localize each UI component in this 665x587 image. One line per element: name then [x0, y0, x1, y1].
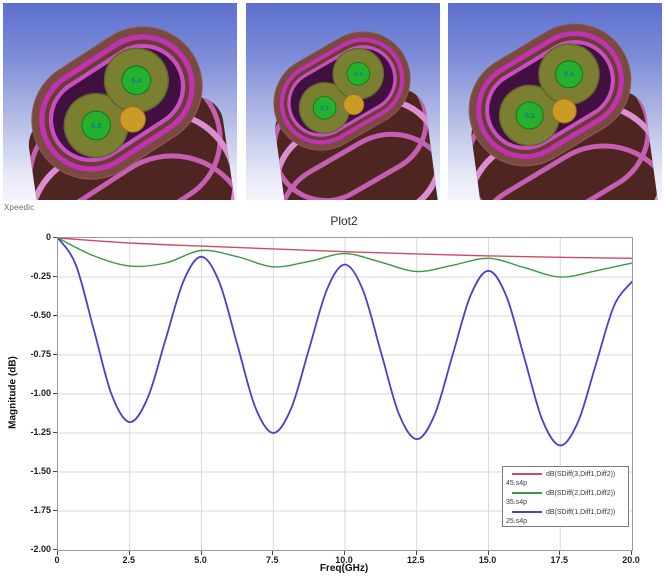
cable-cross-section: 5.4 6.3 — [31, 26, 203, 180]
cable-cross-section: 5.4 5.3 — [468, 23, 632, 167]
y-tick-mark — [53, 393, 57, 394]
legend-entry-2: dB(SDiff(2,Diff1,Diff2)) — [506, 488, 625, 498]
y-tick-mark — [53, 237, 57, 238]
x-axis-label: Freq(GHz) — [319, 563, 369, 574]
y-tick-mark — [53, 315, 57, 316]
y-tick-mark — [53, 510, 57, 511]
x-tick-label: 2.5 — [122, 555, 135, 565]
x-tick-mark — [415, 551, 417, 555]
series-curve-1 — [58, 238, 632, 259]
plot-canvas[interactable]: dB(SDiff(3,Diff1,Diff2)) 45.s4p dB(SDiff(2… — [57, 237, 633, 551]
y-tick-label: -1.75 — [30, 505, 51, 515]
x-tick-label: 0 — [54, 555, 60, 565]
legend-box: dB(SDiff(3,Diff1,Diff2)) 45.s4p dB(SDiff(2… — [502, 466, 629, 527]
x-tick-mark — [128, 551, 130, 555]
y-tick-label: -0.25 — [30, 271, 51, 281]
conductor-label: 5.3 — [320, 106, 329, 112]
x-tick-mark — [200, 551, 202, 555]
x-tick-mark — [344, 551, 345, 555]
x-tick-label: 12.5 — [406, 555, 425, 565]
y-tick-mark — [53, 276, 57, 277]
cable-3d-view-3[interactable]: 5.4 5.3 — [448, 3, 662, 200]
legend-series-name: dB(SDiff(3,Diff1,Diff2)) — [546, 470, 616, 478]
cable-render-1: 5.4 6.3 — [27, 26, 237, 200]
conductor-label: 5.4 — [354, 72, 363, 78]
legend-series-file: 25.s4p — [506, 518, 528, 525]
conductor-label: 5.4 — [131, 76, 142, 85]
cable-3d-view-2[interactable]: 5.4 5.3 — [246, 3, 440, 200]
x-tick-mark — [487, 551, 489, 555]
series-curve-2 — [58, 238, 632, 278]
legend-series-name: dB(SDiff(2,Diff1,Diff2)) — [546, 489, 616, 497]
x-tick-label: 20.0 — [622, 555, 640, 565]
3d-viewer-strip: 5.4 6.3 5.4 5.3 5.4 5.3 — [0, 0, 665, 203]
legend-line-sample — [512, 473, 542, 475]
x-tick-label: 15.0 — [478, 555, 497, 565]
conductor-label: 5.3 — [525, 113, 535, 120]
magnitude-chart: Plot2 Magnitude (dB) Freq(GHz) dB(SDiff(… — [0, 211, 665, 587]
legend-series-name: dB(SDiff(1,Diff1,Diff2)) — [546, 508, 616, 516]
xpeedic-logo: Xpeedic — [4, 203, 35, 212]
plot-drawing — [58, 238, 632, 550]
y-tick-label: -0.75 — [30, 349, 51, 359]
x-tick-label: 17.5 — [550, 555, 569, 565]
y-tick-label: -2.00 — [30, 544, 51, 554]
cable-render-2: 5.4 5.3 — [271, 31, 440, 200]
y-tick-label: -1.00 — [30, 388, 51, 398]
y-tick-label: -1.25 — [30, 427, 51, 437]
y-tick-mark — [53, 471, 57, 472]
x-tick-mark — [57, 551, 58, 555]
x-tick-label: 10.0 — [335, 555, 353, 565]
x-tick-label: 7.5 — [265, 555, 279, 565]
plot-title: Plot2 — [330, 214, 358, 228]
y-tick-mark — [53, 549, 57, 550]
legend-series-file: 45.s4p — [506, 480, 528, 487]
grid-lines — [58, 238, 632, 550]
y-tick-label: -0.50 — [30, 310, 51, 320]
x-tick-mark — [559, 551, 561, 555]
conductor-label: 5.4 — [564, 72, 574, 79]
y-tick-label: 0 — [45, 232, 51, 242]
legend-entry-3: dB(SDiff(1,Diff1,Diff2)) — [506, 507, 625, 517]
legend-entry-1: dB(SDiff(3,Diff1,Diff2)) — [506, 469, 625, 479]
x-tick-mark — [631, 551, 632, 555]
cable-render-3: 5.4 5.3 — [467, 23, 662, 200]
conductor-label: 6.3 — [91, 121, 101, 130]
legend-series-file: 35.s4p — [506, 499, 528, 506]
cable-cross-section: 5.4 5.3 — [273, 31, 411, 151]
x-tick-label: 5.0 — [194, 555, 207, 565]
legend-line-sample — [512, 492, 542, 494]
series-curve-3 — [58, 238, 632, 447]
y-tick-label: -1.50 — [30, 466, 51, 476]
legend-line-sample — [512, 511, 542, 513]
cable-3d-view-1[interactable]: 5.4 6.3 — [3, 3, 237, 200]
y-tick-mark — [53, 354, 57, 355]
x-tick-mark — [272, 551, 274, 555]
y-tick-mark — [53, 432, 57, 433]
